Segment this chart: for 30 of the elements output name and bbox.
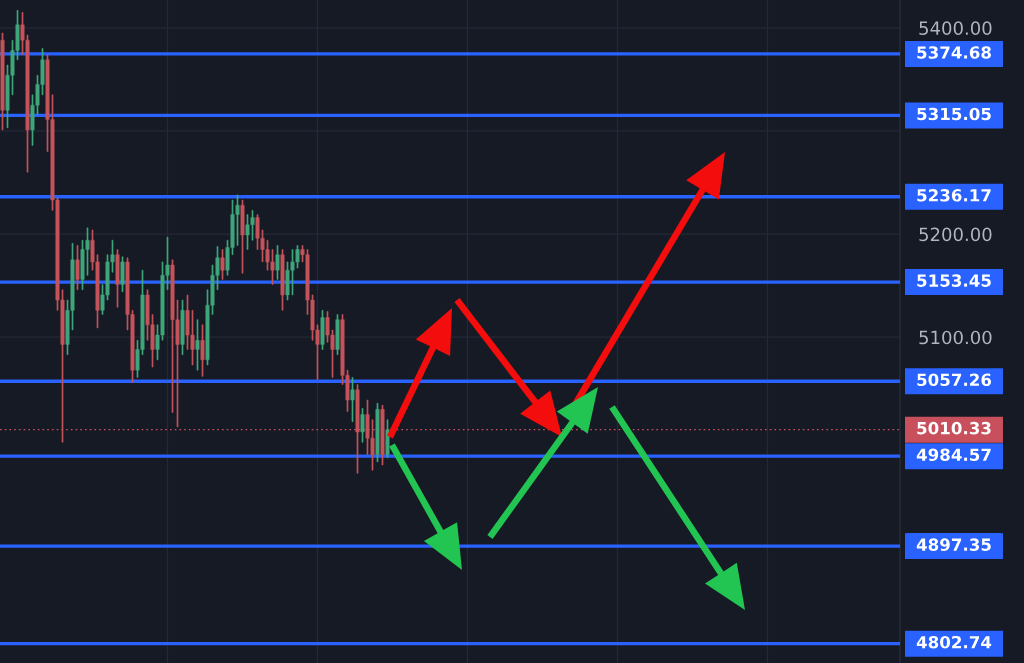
candlestick [75, 245, 80, 291]
candlestick [0, 32, 5, 131]
y-tick-label: 5100.00 [919, 330, 992, 345]
candlestick [115, 249, 120, 308]
candlestick [275, 245, 280, 280]
ref-line-label: 5374.68 [917, 46, 991, 59]
ref-line-label: 4984.57 [916, 448, 991, 462]
candlestick [335, 314, 340, 355]
y-tick-label: 5200.00 [919, 227, 992, 242]
candlestick [360, 408, 365, 443]
ref-line-label: 5010.33 [917, 421, 991, 435]
candlestick [320, 310, 325, 350]
candlestick [385, 419, 390, 459]
candlestick [240, 199, 245, 274]
candlestick [200, 324, 205, 377]
ref-line-label: 5057.26 [917, 373, 992, 387]
ref-line-label: 5236.17 [917, 188, 991, 202]
ref-line-label: 4802.74 [916, 635, 992, 649]
y-tick-label: 5400.00 [919, 21, 992, 35]
ref-line-label: 5315.05 [917, 107, 991, 121]
candlestick [120, 256, 125, 293]
candlestick [180, 299, 185, 355]
ref-line-label: 4897.35 [916, 538, 991, 551]
candlestick [220, 249, 225, 280]
candlestick [195, 319, 200, 371]
candlestick [375, 402, 380, 463]
candlestick [280, 249, 285, 311]
candlestick [350, 377, 355, 422]
candlestick [380, 404, 385, 466]
ref-line-label: 5153.45 [917, 274, 991, 287]
